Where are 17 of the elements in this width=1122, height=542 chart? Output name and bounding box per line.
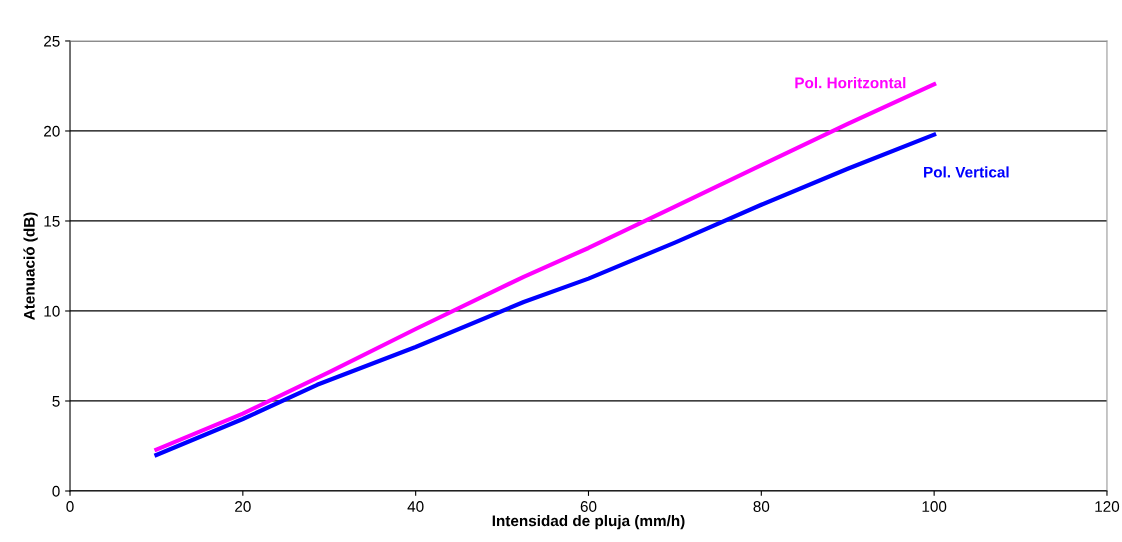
x-tick-label: 60 <box>580 501 597 512</box>
x-tick-label: 120 <box>1095 501 1120 512</box>
y-tick-label: 15 <box>44 216 60 227</box>
x-axis-title: Intensidad de pluja (mm/h) <box>492 514 685 530</box>
series-label: Pol. Horitzontal <box>795 77 906 89</box>
y-tick-label: 10 <box>44 305 60 317</box>
x-tick-label: 20 <box>235 501 251 512</box>
y-tick-label: 25 <box>44 35 60 47</box>
x-tick-label: 80 <box>753 501 770 512</box>
y-tick-label: 5 <box>52 396 60 407</box>
x-tick-label: 100 <box>922 501 947 512</box>
x-tick-label: 40 <box>407 501 424 512</box>
y-tick-label: 0 <box>52 485 60 497</box>
series-label: Pol. Vertical <box>924 166 1009 178</box>
y-axis-title: Atenuació (dB) <box>23 212 38 320</box>
y-tick-label: 20 <box>44 125 60 137</box>
x-tick-label: 0 <box>66 501 74 512</box>
